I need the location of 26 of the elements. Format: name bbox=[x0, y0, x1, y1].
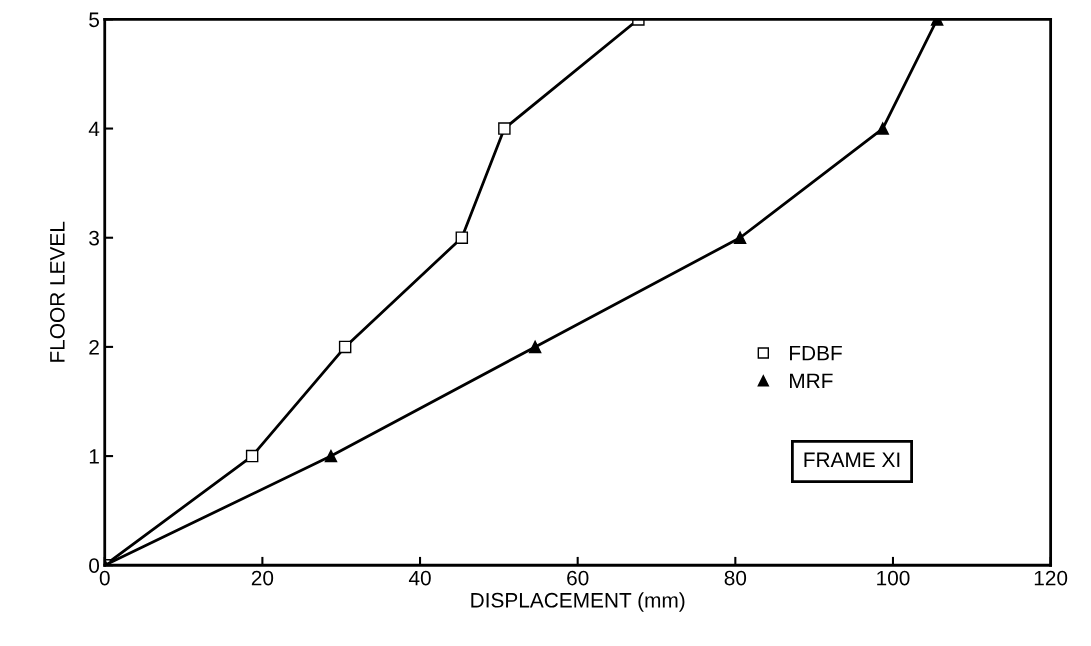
x-tick-label: 60 bbox=[567, 570, 589, 586]
x-tick-label: 120 bbox=[1034, 570, 1068, 586]
x-tick-label: 80 bbox=[724, 570, 747, 586]
y-tick-label: 3 bbox=[89, 230, 99, 246]
y-tick-label: 1 bbox=[89, 449, 99, 464]
point bbox=[498, 122, 511, 135]
point bbox=[455, 231, 469, 244]
x-tick-label: 100 bbox=[877, 570, 910, 586]
point bbox=[245, 449, 259, 463]
point bbox=[324, 449, 338, 463]
x-axis-title: DISPLACEMENT (mm) bbox=[471, 592, 685, 612]
point bbox=[876, 122, 889, 135]
y-axis-title: FLOOR LEVEL bbox=[49, 221, 65, 362]
x-tick-label: 40 bbox=[408, 570, 431, 586]
y-tick-label: 0 bbox=[89, 558, 100, 573]
point bbox=[733, 231, 747, 244]
point bbox=[338, 340, 352, 354]
annotation: FRAME XI bbox=[804, 452, 900, 467]
legend-label: MRF bbox=[790, 373, 833, 388]
y-tick-label: 5 bbox=[89, 12, 99, 28]
y-tick-label: 2 bbox=[89, 339, 99, 355]
legend-label: FDBF bbox=[790, 345, 842, 361]
x-tick-label: 0 bbox=[99, 570, 110, 586]
y-tick-label: 4 bbox=[88, 121, 100, 137]
x-tick-label: 20 bbox=[251, 570, 274, 586]
point bbox=[528, 340, 542, 354]
